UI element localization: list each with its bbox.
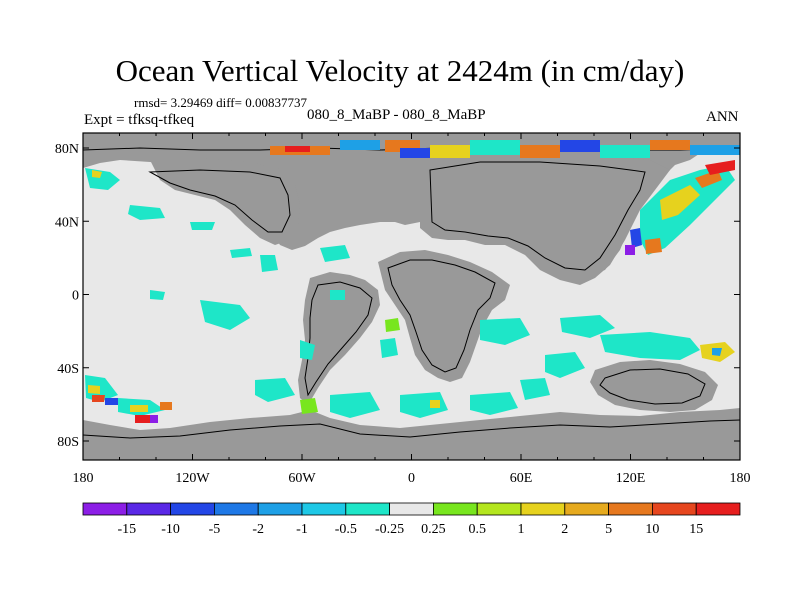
x-tick-label: 120E	[616, 471, 646, 486]
season-label: ANN	[706, 109, 739, 125]
coastline-antarctica	[83, 419, 740, 439]
colorbar-label: 5	[605, 522, 612, 537]
colorbar-swatch	[82, 502, 128, 516]
colorbar-swatch	[257, 502, 303, 516]
colorbar-swatch	[345, 502, 390, 516]
x-tick-label: 180	[730, 471, 751, 486]
colorbar-swatch	[432, 502, 478, 516]
y-tick-label: 40S	[57, 362, 79, 377]
colorbar-swatch	[652, 502, 697, 516]
land-eurasia	[420, 150, 670, 285]
velocity-patches	[85, 140, 740, 423]
colorbar	[82, 502, 741, 516]
case-label: 080_8_MaBP - 080_8_MaBP	[307, 107, 486, 123]
colorbar-label: 15	[689, 522, 703, 537]
stats-label: rmsd= 3.29469 diff= 0.00837737	[134, 95, 307, 110]
colorbar-label: -0.25	[375, 522, 404, 537]
x-tick-label: 120W	[175, 471, 210, 486]
coastline-south-america	[304, 281, 373, 397]
y-tick-label: 80N	[55, 142, 79, 157]
colorbar-label: -2	[252, 522, 264, 537]
colorbar-swatch	[564, 502, 609, 516]
colorbar-label: -5	[209, 522, 221, 537]
coastline-north-america	[148, 169, 291, 233]
land-north-america	[150, 158, 300, 245]
land-africa	[378, 250, 510, 382]
colorbar-swatch	[520, 502, 566, 516]
x-tick-label: 60E	[510, 471, 533, 486]
plot-title: Ocean Vertical Velocity at 2424m (in cm/…	[115, 53, 685, 88]
colorbar-swatch	[170, 502, 215, 516]
colorbar-label: -1	[296, 522, 308, 537]
colorbar-label: 10	[645, 522, 659, 537]
land-antarctica	[83, 408, 740, 460]
colorbar-label: 2	[561, 522, 568, 537]
x-tick-label: 60W	[288, 471, 316, 486]
colorbar-swatch	[389, 502, 434, 516]
y-tick-label: 80S	[57, 435, 79, 450]
y-tick-label: 40N	[55, 215, 79, 230]
colorbar-swatch	[476, 502, 522, 516]
experiment-label: Expt = tfksq-tfkeq	[84, 112, 195, 128]
colorbar-swatch	[213, 502, 259, 516]
coastline-eurasia	[429, 161, 646, 271]
y-tick-label: 0	[72, 289, 79, 304]
colorbar-label: 1	[518, 522, 525, 537]
colorbar-swatch	[695, 502, 741, 516]
colorbar-label: 0.25	[421, 522, 446, 537]
coastline-australia	[599, 368, 706, 405]
x-tick-label: 180	[73, 471, 94, 486]
colorbar-label: -0.5	[335, 522, 357, 537]
colorbar-label: -15	[117, 522, 136, 537]
colorbar-swatch	[608, 502, 653, 516]
x-tick-label: 0	[408, 471, 415, 486]
colorbar-label: 0.5	[468, 522, 486, 537]
colorbar-label: -10	[161, 522, 180, 537]
colorbar-swatch	[126, 502, 172, 516]
colorbar-swatch	[301, 502, 347, 516]
coastline-africa	[387, 259, 496, 373]
land-south-america	[298, 272, 380, 405]
